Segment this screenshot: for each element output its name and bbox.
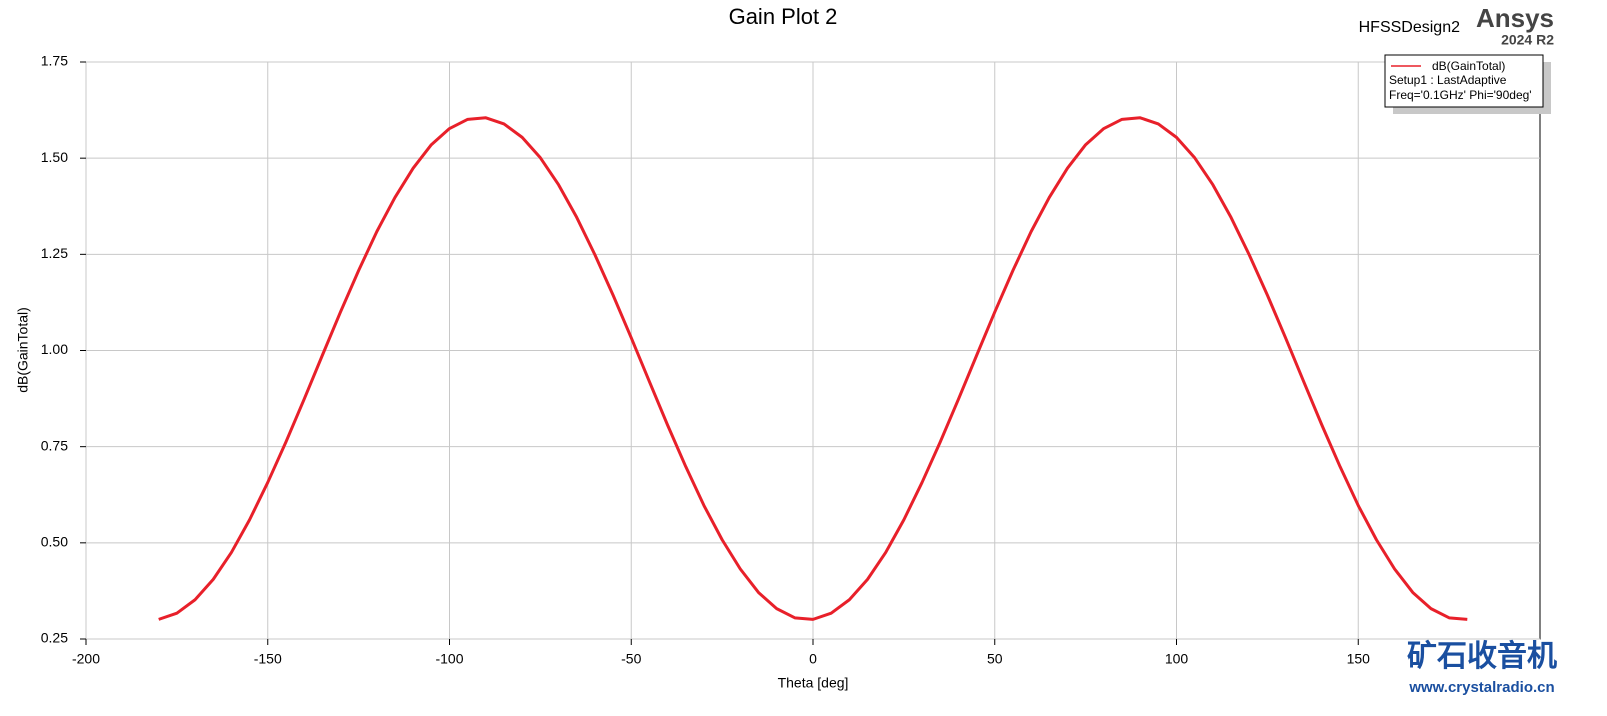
design-name: HFSSDesign2 [1359,19,1460,36]
y-tick-label: 0.50 [41,534,68,550]
x-tick-label: 50 [987,651,1003,667]
x-tick-label: -100 [435,651,463,667]
x-tick-label: 0 [809,651,817,667]
legend-entry: dB(GainTotal) [1432,59,1505,73]
legend-note: Freq='0.1GHz' Phi='90deg' [1389,88,1532,102]
line-series [158,116,1468,621]
x-tick-label: -200 [72,651,100,667]
y-tick-label: 0.25 [41,630,68,646]
y-tick-label: 1.50 [41,149,68,165]
watermark-url: www.crystalradio.cn [1408,679,1554,696]
y-tick-label: 1.75 [41,53,68,69]
x-axis-label: Theta [deg] [778,675,849,691]
legend-note: Setup1 : LastAdaptive [1389,73,1507,87]
x-tick-label: 100 [1165,651,1189,667]
y-tick-label: 1.00 [41,341,68,357]
x-tick-label: -50 [621,651,641,667]
legend: dB(GainTotal) Setup1 : LastAdaptive Freq… [1384,54,1551,114]
x-tick-label: 150 [1347,651,1371,667]
chart-title: Gain Plot 2 [729,4,838,29]
y-tick-label: 0.75 [41,437,68,453]
x-tick-label: -150 [254,651,282,667]
y-axis-label: dB(GainTotal) [15,307,31,393]
brand: Ansys [1476,3,1554,33]
legend-box [1384,54,1544,108]
version: 2024 R2 [1501,32,1554,48]
watermark: 矿石收音机 [1407,639,1557,673]
y-tick-label: 1.25 [41,245,68,261]
